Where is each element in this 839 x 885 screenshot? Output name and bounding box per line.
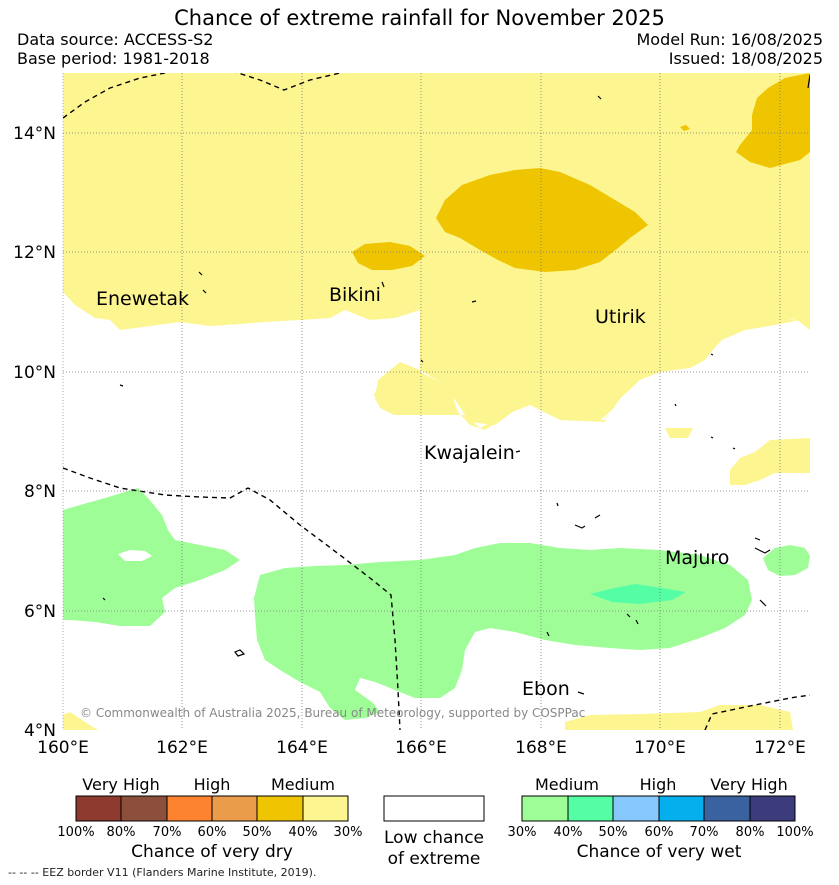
dry-swatch — [76, 796, 121, 821]
wet-swatch — [522, 796, 568, 821]
copyright-notice: © Commonwealth of Australia 2025, Bureau… — [80, 706, 585, 720]
dry-header: Medium — [271, 775, 335, 794]
lat-label: 14°N — [13, 124, 56, 144]
place-bikini: Bikini — [329, 284, 381, 306]
neutral-label-line2: of extreme — [388, 849, 481, 866]
neutral-swatch — [383, 795, 485, 822]
wet-swatch — [659, 796, 704, 821]
dry-tick: 70% — [153, 825, 182, 840]
map-canvas: 14°N 12°N 10°N 8°N 6°N 4°N 160°E 162°E 1… — [13, 73, 810, 758]
island-outlines — [102, 74, 810, 695]
eez-footnote: -- -- -- EEZ border V11 (Flanders Marine… — [8, 866, 317, 879]
dry-tick: 50% — [243, 825, 272, 840]
eez-borders — [63, 73, 810, 730]
dry-swatch — [212, 796, 257, 821]
wet-tick: 80% — [736, 825, 765, 840]
map-title: Chance of extreme rainfall for November … — [174, 6, 665, 30]
latitude-labels: 14°N 12°N 10°N 8°N 6°N 4°N — [13, 124, 56, 741]
wet-tick: 60% — [645, 825, 674, 840]
dry-swatch — [167, 796, 212, 821]
model-run: Model Run: 16/08/2025 — [636, 30, 824, 49]
lat-label: 10°N — [13, 363, 56, 383]
meta-left: Data source: ACCESS-S2 Base period: 1981… — [17, 30, 213, 68]
dry-tick: 100% — [57, 825, 94, 840]
dry-legend-title: Chance of very dry — [131, 842, 293, 862]
lon-label: 160°E — [37, 738, 89, 758]
place-enewetak: Enewetak — [96, 288, 189, 310]
neutral-legend: Low chance of extreme — [383, 795, 485, 866]
dry-tick: 80% — [107, 825, 136, 840]
wet-medium-region — [63, 488, 240, 626]
dry-swatch — [257, 796, 303, 821]
base-period: Base period: 1981-2018 — [17, 49, 210, 68]
wet-legend: Medium High Very High 30% 40% 50% 60% 70… — [508, 775, 814, 862]
wet-header: Very High — [710, 775, 787, 794]
dry-tick: 30% — [334, 825, 363, 840]
place-ebon: Ebon — [522, 678, 570, 700]
dry-tick: 40% — [289, 825, 318, 840]
lat-label: 4°N — [24, 721, 56, 741]
dry-legend: Very High High Medium 100% 80% 70% 60% 5… — [57, 775, 362, 862]
longitude-labels: 160°E 162°E 164°E 166°E 168°E 170°E 172°… — [37, 738, 806, 758]
wet-medium-dark-region — [590, 584, 686, 604]
lat-label: 8°N — [24, 482, 56, 502]
meta-right: Model Run: 16/08/2025 Issued: 18/08/2025 — [637, 30, 824, 68]
legend: Very High High Medium 100% 80% 70% 60% 5… — [57, 775, 814, 866]
wet-tick: 50% — [599, 825, 628, 840]
dry-medium-dark-region — [436, 168, 648, 272]
dry-header: High — [194, 775, 231, 794]
issued-date: Issued: 18/08/2025 — [668, 49, 823, 68]
place-utirik: Utirik — [595, 306, 646, 328]
dry-tick: 60% — [198, 825, 227, 840]
dry-swatch — [303, 796, 348, 821]
wet-tick: 100% — [776, 825, 813, 840]
dry-swatch — [121, 796, 167, 821]
wet-swatch — [704, 796, 750, 821]
wet-header: High — [640, 775, 677, 794]
wet-tick: 40% — [554, 825, 583, 840]
wet-legend-title: Chance of very wet — [577, 842, 742, 862]
lon-label: 164°E — [276, 738, 328, 758]
wet-tick: 70% — [690, 825, 719, 840]
wet-swatch — [750, 796, 795, 821]
lon-label: 172°E — [754, 738, 806, 758]
place-majuro: Majuro — [665, 547, 729, 569]
place-labels: Enewetak Bikini Utirik Kwajalein Majuro … — [96, 284, 729, 700]
lon-label: 170°E — [634, 738, 686, 758]
lon-label: 166°E — [395, 738, 447, 758]
wet-swatch — [568, 796, 613, 821]
lon-label: 168°E — [515, 738, 567, 758]
dry-header: Very High — [82, 775, 159, 794]
lat-label: 6°N — [24, 602, 56, 622]
neutral-label-line1: Low chance — [384, 828, 484, 848]
wet-swatch — [613, 796, 659, 821]
wet-header: Medium — [535, 775, 599, 794]
lon-label: 162°E — [156, 738, 208, 758]
map-fields — [63, 73, 810, 730]
place-kwajalein: Kwajalein — [424, 442, 515, 464]
data-source: Data source: ACCESS-S2 — [17, 30, 214, 49]
wet-tick: 30% — [508, 825, 537, 840]
lat-label: 12°N — [13, 243, 56, 263]
